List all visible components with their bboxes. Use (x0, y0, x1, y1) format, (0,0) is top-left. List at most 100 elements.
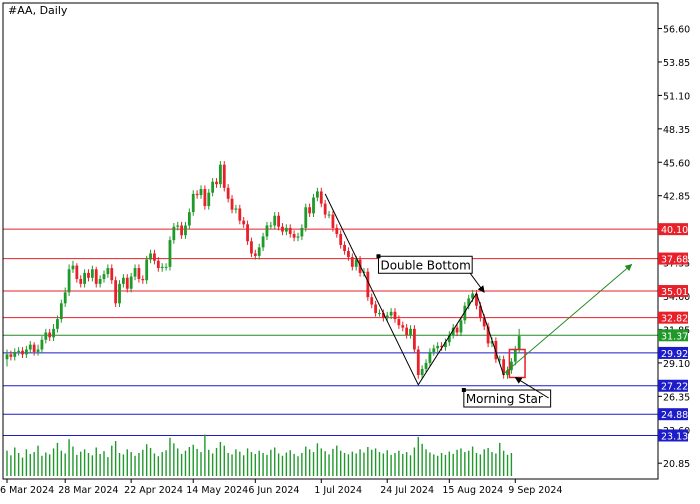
annotation-box (463, 389, 552, 408)
candle-body (110, 268, 114, 281)
candle-body (36, 349, 40, 352)
candle-body (281, 226, 284, 232)
date-tick-label: 15 Aug 2024 (442, 485, 503, 496)
candle-body (378, 313, 381, 315)
price-tick-label: 48.35 (663, 125, 690, 136)
candle-body (416, 349, 420, 376)
candle-body (413, 328, 416, 350)
candle-body (269, 225, 273, 227)
candle-body (21, 350, 24, 355)
annotations: Double Bottom Morning Star (376, 254, 552, 408)
candle-body (389, 311, 393, 316)
candle-body (292, 234, 296, 238)
date-tick-label: 1 Jul 2024 (314, 485, 362, 496)
projection-arrow[interactable] (503, 263, 633, 375)
candle-body (156, 260, 160, 269)
level-label: 27.22 (661, 382, 688, 393)
level-badge (658, 408, 688, 421)
candle-body (246, 224, 249, 242)
price-tick-label: 34.60 (663, 292, 690, 303)
candle-body (300, 227, 304, 237)
candle-body (331, 214, 335, 228)
candle-body (401, 325, 405, 328)
candle-body (486, 326, 490, 344)
candle-body (211, 181, 215, 193)
candle-body (5, 354, 9, 360)
candle-body (141, 278, 145, 281)
candle-body (335, 227, 339, 235)
candle-body (145, 259, 149, 281)
candle-body (222, 164, 226, 188)
candle-body (327, 214, 331, 216)
candle-body (168, 240, 172, 267)
candle-body (71, 265, 75, 270)
plot-frame (2, 2, 659, 480)
price-tick-label: 51.10 (663, 91, 690, 102)
candle-body (242, 220, 246, 225)
candle-body (230, 198, 234, 210)
candle-body (102, 274, 106, 279)
date-tick-label: 6 Jun 2024 (248, 485, 299, 496)
pattern-zigzag[interactable] (324, 193, 505, 386)
annotation-label[interactable]: Morning Star (461, 377, 552, 408)
candle-body (405, 327, 409, 335)
candle-body (424, 362, 428, 369)
annotation-box (377, 255, 473, 274)
candle-body (343, 244, 346, 252)
candle-body (17, 350, 21, 352)
candle-body (370, 297, 374, 305)
level-badge (658, 285, 688, 298)
candle-body (122, 277, 125, 284)
candle-body (478, 305, 482, 318)
candle-body (319, 191, 323, 204)
candle-body (56, 319, 59, 329)
candle-body (234, 208, 238, 210)
candle-body (238, 208, 242, 221)
level-label: 23.13 (661, 431, 688, 442)
candle-body (475, 293, 478, 306)
annotation-text: Double Bottom (380, 258, 470, 272)
candle-body (114, 280, 118, 304)
candle-body (207, 192, 211, 207)
axes: 56.6053.8551.1048.3545.6042.8537.3534.60… (0, 2, 690, 496)
candle-body (184, 225, 187, 236)
candle-body (67, 269, 71, 293)
candle-body (498, 359, 502, 361)
candle-body (187, 212, 191, 226)
candle-body (118, 283, 121, 304)
candle-body (75, 265, 79, 279)
candle-body (312, 197, 315, 214)
annotation-arrow (514, 377, 549, 399)
candle-body (459, 320, 463, 333)
candle-body (25, 349, 28, 355)
price-tick-label: 53.85 (663, 58, 690, 69)
candle-body (288, 227, 292, 235)
candle-body (385, 315, 389, 318)
candle-body (467, 298, 471, 306)
candle-body (133, 268, 137, 277)
candle-body (160, 266, 164, 269)
candle-body (261, 236, 265, 248)
candle-body (506, 370, 509, 376)
candle-body (447, 334, 451, 343)
price-tick-label: 56.60 (663, 25, 690, 36)
candle-body (219, 164, 222, 185)
date-tick-label: 6 Mar 2024 (0, 485, 54, 496)
horizontal-levels (3, 228, 658, 436)
candle-body (40, 339, 44, 350)
candle-body (502, 359, 506, 376)
candle-body (125, 277, 129, 289)
volume-bars (6, 434, 513, 476)
candle-body (277, 215, 280, 227)
price-tick-label: 29.10 (663, 359, 690, 370)
candle-body (296, 236, 300, 238)
level-badge (658, 223, 688, 236)
level-label: 35.01 (661, 287, 688, 298)
price-tick-label: 20.85 (663, 459, 690, 470)
date-tick-label: 24 Jul 2024 (380, 485, 434, 496)
candle-body (393, 311, 397, 320)
annotation-label[interactable]: Double Bottom (376, 254, 485, 293)
